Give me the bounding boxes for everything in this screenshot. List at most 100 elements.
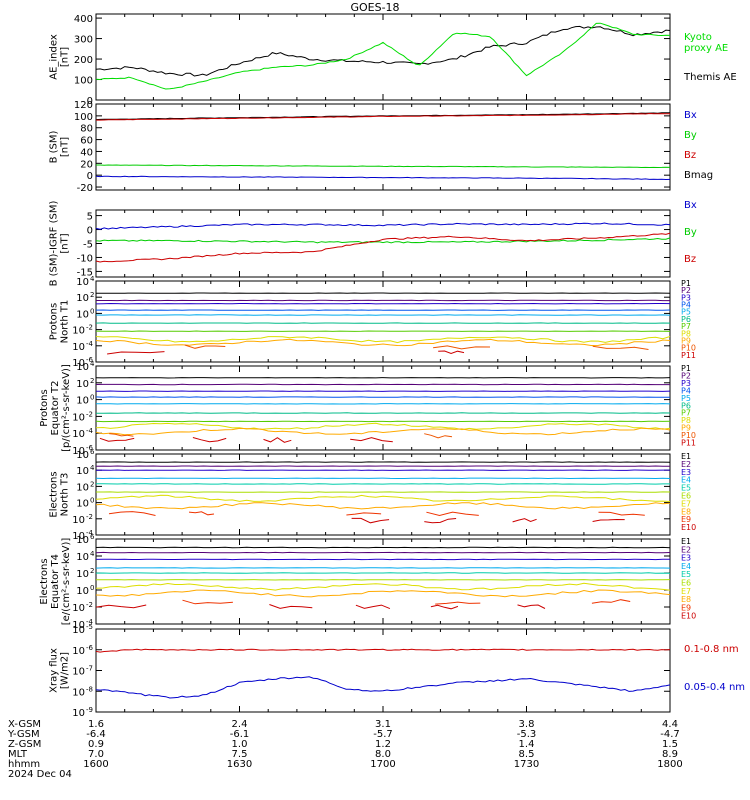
y-axis-label: Xray flux	[49, 648, 60, 693]
legend-entry: P5	[681, 308, 691, 317]
series-e9	[188, 511, 215, 516]
y-tick-label: -15	[77, 267, 93, 278]
legend-entry: E8	[681, 595, 691, 604]
y-tick-label: 10-4	[72, 340, 93, 353]
y-tick-label: 0	[87, 226, 93, 237]
legend-entry: P6	[681, 315, 691, 324]
series-by	[96, 164, 671, 169]
axis-value: 1600	[83, 759, 108, 770]
y-tick-label: 0	[87, 171, 93, 182]
legend-entry: P11	[681, 439, 696, 448]
legend-entry: P3	[681, 293, 691, 302]
y-tick-label: 104	[76, 275, 95, 288]
series-kyoto-proxy-ae	[95, 22, 671, 90]
panel-bigrf: B (SM)-IGRF (SM) [nT] Bx By Bz 5 0 -5 -10 -15	[49, 200, 697, 286]
legend-entry: E1	[681, 537, 691, 546]
legend-entry: E2	[681, 545, 691, 554]
axis-value: 1.5	[662, 739, 678, 750]
figure-title: GOES-18	[350, 1, 399, 14]
series-e10	[355, 604, 391, 610]
axis-value: 1730	[514, 759, 539, 770]
series-p10	[433, 345, 491, 350]
legend-entry: P6	[681, 401, 691, 410]
legend-entry: Bx	[684, 200, 697, 211]
series-p11	[438, 350, 465, 355]
axis-value: -5.3	[517, 729, 537, 740]
series-p10	[592, 345, 649, 350]
series-e8	[95, 589, 671, 598]
y-axis-label: [W/m2]	[60, 652, 71, 689]
legend-entry: E7	[681, 587, 691, 596]
y-tick-label: 10-2	[72, 324, 93, 337]
legend-entry: P3	[681, 379, 691, 388]
legend-entry: P5	[681, 394, 691, 403]
y-tick-label: 10-5	[72, 623, 93, 636]
series-e9	[591, 599, 631, 604]
y-axis-label: [e/(cm²-s-sr-keV)]	[61, 538, 72, 626]
legend-entry: P2	[681, 371, 691, 380]
series-xray-short	[95, 676, 671, 699]
y-axis-label: [p/(cm²-s-sr-keV)]	[61, 364, 72, 452]
series-p10	[184, 344, 226, 349]
series-p11	[192, 437, 227, 443]
y-tick-label: 10-2	[72, 410, 93, 423]
series-e9	[346, 512, 382, 516]
y-axis-label: Electrons	[39, 558, 50, 604]
y-tick-label: 10-2	[72, 513, 93, 526]
legend-entry: Bz	[684, 254, 696, 265]
series-xray-long	[95, 648, 671, 653]
y-tick-label: 300	[74, 35, 93, 46]
legend-entry: E3	[681, 554, 691, 563]
row-label: Z-GSM	[8, 739, 41, 750]
legend-entry: Bz	[684, 150, 696, 161]
y-tick-label: 5	[87, 212, 93, 223]
axis-value: 8.5	[519, 749, 535, 760]
legend-entry: P9	[681, 424, 691, 433]
legend-entry: Bx	[684, 110, 697, 121]
legend-entry: E5	[681, 570, 691, 579]
axis-value: 3.1	[375, 719, 391, 730]
y-axis-label: Protons	[49, 303, 60, 340]
y-axis-label: AE_index	[49, 34, 60, 80]
y-tick-label: 40	[80, 147, 93, 158]
y-tick-label: -10	[77, 253, 93, 264]
legend-entry: P10	[681, 431, 696, 440]
y-tick-label: 60	[80, 136, 93, 147]
panel-xray: Xray flux [W/m2] 0.1-0.8 nm 0.05-0.4 nm 10-9…	[49, 623, 746, 719]
axis-value: 1.4	[519, 739, 535, 750]
legend-entry: E6	[681, 579, 691, 588]
series-e10	[512, 518, 537, 523]
legend-entry: P8	[681, 416, 691, 425]
series-e9	[182, 599, 233, 605]
y-tick-label: 106	[76, 448, 95, 461]
axis-value: -6.4	[86, 729, 106, 740]
series-p11	[99, 437, 135, 442]
y-axis-label: [nT]	[60, 137, 71, 157]
y-tick-label: 200	[74, 55, 93, 66]
series-p11	[107, 351, 165, 355]
legend-entry: E9	[681, 603, 691, 612]
series-bx	[95, 175, 671, 181]
series-p11	[263, 437, 292, 443]
axis-value: -6.1	[230, 729, 250, 740]
y-tick-label: 10-9	[72, 706, 93, 719]
legend-entry: E4	[681, 562, 691, 571]
y-tick-label: 104	[76, 464, 95, 477]
series-p8	[95, 336, 671, 344]
panel-peq: Protons Equator T2 [p/(cm²-s-sr-keV)] P1P2P…	[39, 360, 696, 457]
series-themis-ae	[95, 25, 671, 77]
panel-frame	[95, 628, 671, 713]
legend-entry: E6	[681, 492, 691, 501]
y-tick-label: 10-7	[72, 665, 93, 678]
legend-entry: Kyoto	[684, 32, 712, 43]
axis-value: -4.7	[660, 729, 680, 740]
y-tick-label: 10-8	[72, 685, 93, 698]
legend-entry: P1	[681, 279, 691, 288]
y-tick-label: 10-4	[72, 427, 93, 440]
y-tick-label: 100	[76, 394, 94, 407]
y-tick-label: 104	[76, 360, 95, 373]
series-e10	[96, 604, 147, 609]
